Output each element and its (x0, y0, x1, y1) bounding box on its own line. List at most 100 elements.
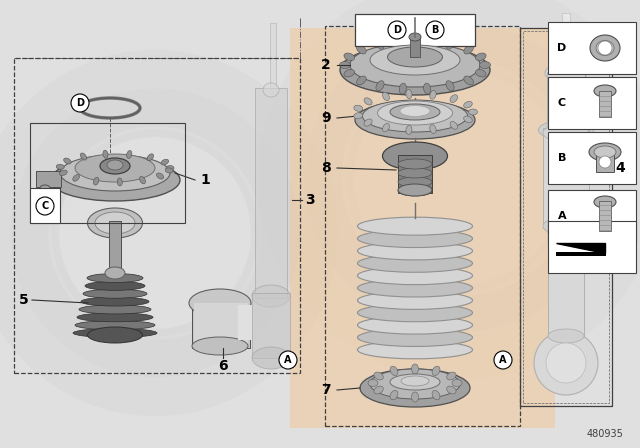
Ellipse shape (358, 217, 472, 235)
Ellipse shape (252, 285, 290, 307)
Bar (30, 123, 185, 223)
Ellipse shape (88, 327, 143, 343)
Bar (14, 58, 300, 373)
Text: A: A (557, 211, 566, 221)
Ellipse shape (447, 372, 456, 380)
Ellipse shape (88, 208, 143, 238)
Bar (355, 14, 475, 46)
Ellipse shape (547, 118, 585, 134)
Ellipse shape (93, 177, 99, 185)
Ellipse shape (368, 379, 378, 387)
Ellipse shape (340, 45, 490, 95)
Ellipse shape (355, 101, 475, 139)
Ellipse shape (358, 267, 472, 284)
Ellipse shape (383, 142, 447, 170)
Ellipse shape (548, 329, 584, 343)
Bar (109, 221, 121, 273)
Ellipse shape (358, 328, 472, 346)
Text: D: D (557, 43, 566, 53)
Bar (30, 188, 60, 223)
Text: 7: 7 (321, 383, 331, 397)
Ellipse shape (339, 61, 351, 69)
Ellipse shape (400, 105, 430, 116)
Ellipse shape (87, 273, 143, 283)
Ellipse shape (390, 366, 398, 375)
Ellipse shape (464, 116, 472, 123)
Ellipse shape (464, 76, 474, 85)
Ellipse shape (594, 196, 616, 208)
Circle shape (494, 351, 512, 369)
Ellipse shape (406, 125, 412, 134)
Ellipse shape (398, 186, 432, 196)
Ellipse shape (432, 366, 440, 375)
Circle shape (71, 94, 89, 112)
Ellipse shape (252, 347, 290, 369)
Ellipse shape (590, 35, 620, 61)
Ellipse shape (350, 43, 480, 87)
Ellipse shape (429, 125, 436, 134)
Ellipse shape (538, 120, 593, 140)
Ellipse shape (64, 158, 71, 164)
Bar (547, 72, 585, 128)
Text: 480935: 480935 (587, 429, 623, 439)
Ellipse shape (424, 36, 431, 47)
Ellipse shape (107, 160, 123, 170)
Ellipse shape (364, 119, 372, 126)
Ellipse shape (398, 184, 432, 196)
Bar (543, 128, 589, 228)
Ellipse shape (364, 98, 372, 105)
Ellipse shape (374, 386, 383, 394)
Ellipse shape (596, 40, 614, 56)
Ellipse shape (60, 155, 170, 191)
Ellipse shape (370, 369, 460, 399)
Ellipse shape (378, 101, 452, 125)
Bar (596, 150, 614, 172)
Ellipse shape (589, 143, 621, 161)
Ellipse shape (374, 372, 383, 380)
Ellipse shape (95, 212, 135, 234)
Ellipse shape (446, 81, 454, 91)
Circle shape (599, 156, 611, 168)
Ellipse shape (354, 105, 363, 112)
Ellipse shape (50, 159, 180, 201)
Text: 5: 5 (19, 293, 29, 307)
Circle shape (279, 351, 297, 369)
Bar (599, 201, 611, 231)
Ellipse shape (362, 100, 467, 132)
Bar (548, 226, 584, 338)
Ellipse shape (344, 69, 355, 77)
Ellipse shape (147, 154, 154, 161)
Ellipse shape (383, 123, 389, 132)
Bar (255, 88, 287, 298)
Ellipse shape (127, 151, 132, 159)
Bar (410, 37, 420, 57)
Ellipse shape (117, 178, 122, 186)
Ellipse shape (476, 53, 486, 60)
Ellipse shape (464, 45, 474, 54)
Ellipse shape (479, 61, 490, 69)
Ellipse shape (75, 154, 155, 182)
Ellipse shape (398, 177, 432, 187)
Text: D: D (76, 98, 84, 108)
Ellipse shape (545, 63, 587, 83)
Ellipse shape (412, 392, 419, 402)
Ellipse shape (452, 379, 462, 387)
Ellipse shape (81, 153, 86, 160)
Ellipse shape (476, 69, 486, 77)
Ellipse shape (432, 391, 440, 400)
Ellipse shape (358, 316, 472, 334)
Ellipse shape (358, 291, 472, 310)
Text: A: A (499, 355, 507, 365)
Bar (548, 22, 636, 74)
Ellipse shape (360, 369, 470, 407)
Ellipse shape (387, 47, 442, 67)
Text: 3: 3 (305, 193, 315, 207)
Ellipse shape (166, 165, 174, 171)
Bar (548, 77, 636, 129)
Ellipse shape (390, 391, 398, 400)
Bar (562, 13, 570, 58)
Ellipse shape (358, 304, 472, 322)
Ellipse shape (406, 90, 412, 99)
Text: 8: 8 (321, 161, 331, 175)
Ellipse shape (103, 150, 108, 158)
